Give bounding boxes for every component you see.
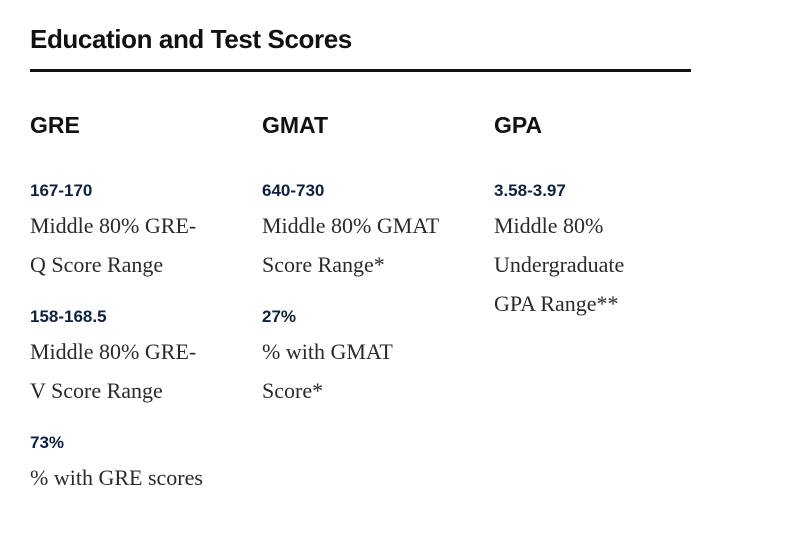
stat-description: Middle 80% Undergraduate GPA Range**	[494, 206, 684, 323]
stat-description-line: % with GRE scores	[30, 465, 203, 490]
stat-description: % with GMAT Score*	[262, 332, 477, 410]
section-divider	[30, 69, 691, 72]
stat-value: 27%	[262, 307, 297, 326]
gmat-column: GMAT 640-730 Middle 80% GMAT Score Range*…	[262, 106, 477, 403]
gpa-column: GPA 3.58-3.97 Middle 80% Undergraduate GPA…	[494, 106, 684, 316]
gmat-heading: GMAT	[262, 112, 329, 138]
gre-quant-stat: 167-170 Middle 80% GRE- Q Score Range	[30, 176, 250, 284]
stat-description-line: Middle 80%	[494, 213, 604, 238]
stat-description-line: Middle 80% GRE-	[30, 339, 197, 364]
stat-description: Middle 80% GMAT Score Range*	[262, 206, 477, 284]
stat-description-line: Middle 80% GMAT	[262, 213, 440, 238]
stat-description-line: V Score Range	[30, 378, 163, 403]
stat-description: Middle 80% GRE- V Score Range	[30, 332, 250, 410]
gpa-heading: GPA	[494, 112, 543, 138]
gre-percent-stat: 73% % with GRE scores	[30, 428, 250, 497]
stat-description-line: Score Range*	[262, 252, 385, 277]
stat-description: % with GRE scores	[30, 458, 250, 497]
gre-verbal-stat: 158-168.5 Middle 80% GRE- V Score Range	[30, 302, 250, 410]
gre-heading: GRE	[30, 112, 80, 138]
stat-description-line: Score*	[262, 378, 324, 403]
gmat-percent-stat: 27% % with GMAT Score*	[262, 302, 477, 410]
education-test-scores-section: Education and Test Scores GRE 167-170 Mi…	[30, 0, 691, 541]
gmat-stat-list: 640-730 Middle 80% GMAT Score Range* 27% …	[262, 176, 477, 428]
gmat-range-stat: 640-730 Middle 80% GMAT Score Range*	[262, 176, 477, 284]
stat-value: 3.58-3.97	[494, 181, 566, 200]
stat-description-line: Q Score Range	[30, 252, 164, 277]
gre-column: GRE 167-170 Middle 80% GRE- Q Score Range…	[30, 106, 250, 490]
gre-stat-list: 167-170 Middle 80% GRE- Q Score Range 158…	[30, 176, 250, 515]
stat-description-line: Middle 80% GRE-	[30, 213, 197, 238]
section-title: Education and Test Scores	[30, 24, 352, 54]
stat-description-line: GPA Range**	[494, 291, 619, 316]
stat-value: 73%	[30, 433, 65, 452]
stat-description: Middle 80% GRE- Q Score Range	[30, 206, 250, 284]
stat-value: 167-170	[30, 181, 93, 200]
gpa-range-stat: 3.58-3.97 Middle 80% Undergraduate GPA Ran…	[494, 176, 684, 323]
stat-value: 640-730	[262, 181, 325, 200]
stat-value: 158-168.5	[30, 307, 107, 326]
stat-description-line: Undergraduate	[494, 252, 625, 277]
stat-description-line: % with GMAT	[262, 339, 393, 364]
gpa-stat-list: 3.58-3.97 Middle 80% Undergraduate GPA Ran…	[494, 176, 684, 341]
